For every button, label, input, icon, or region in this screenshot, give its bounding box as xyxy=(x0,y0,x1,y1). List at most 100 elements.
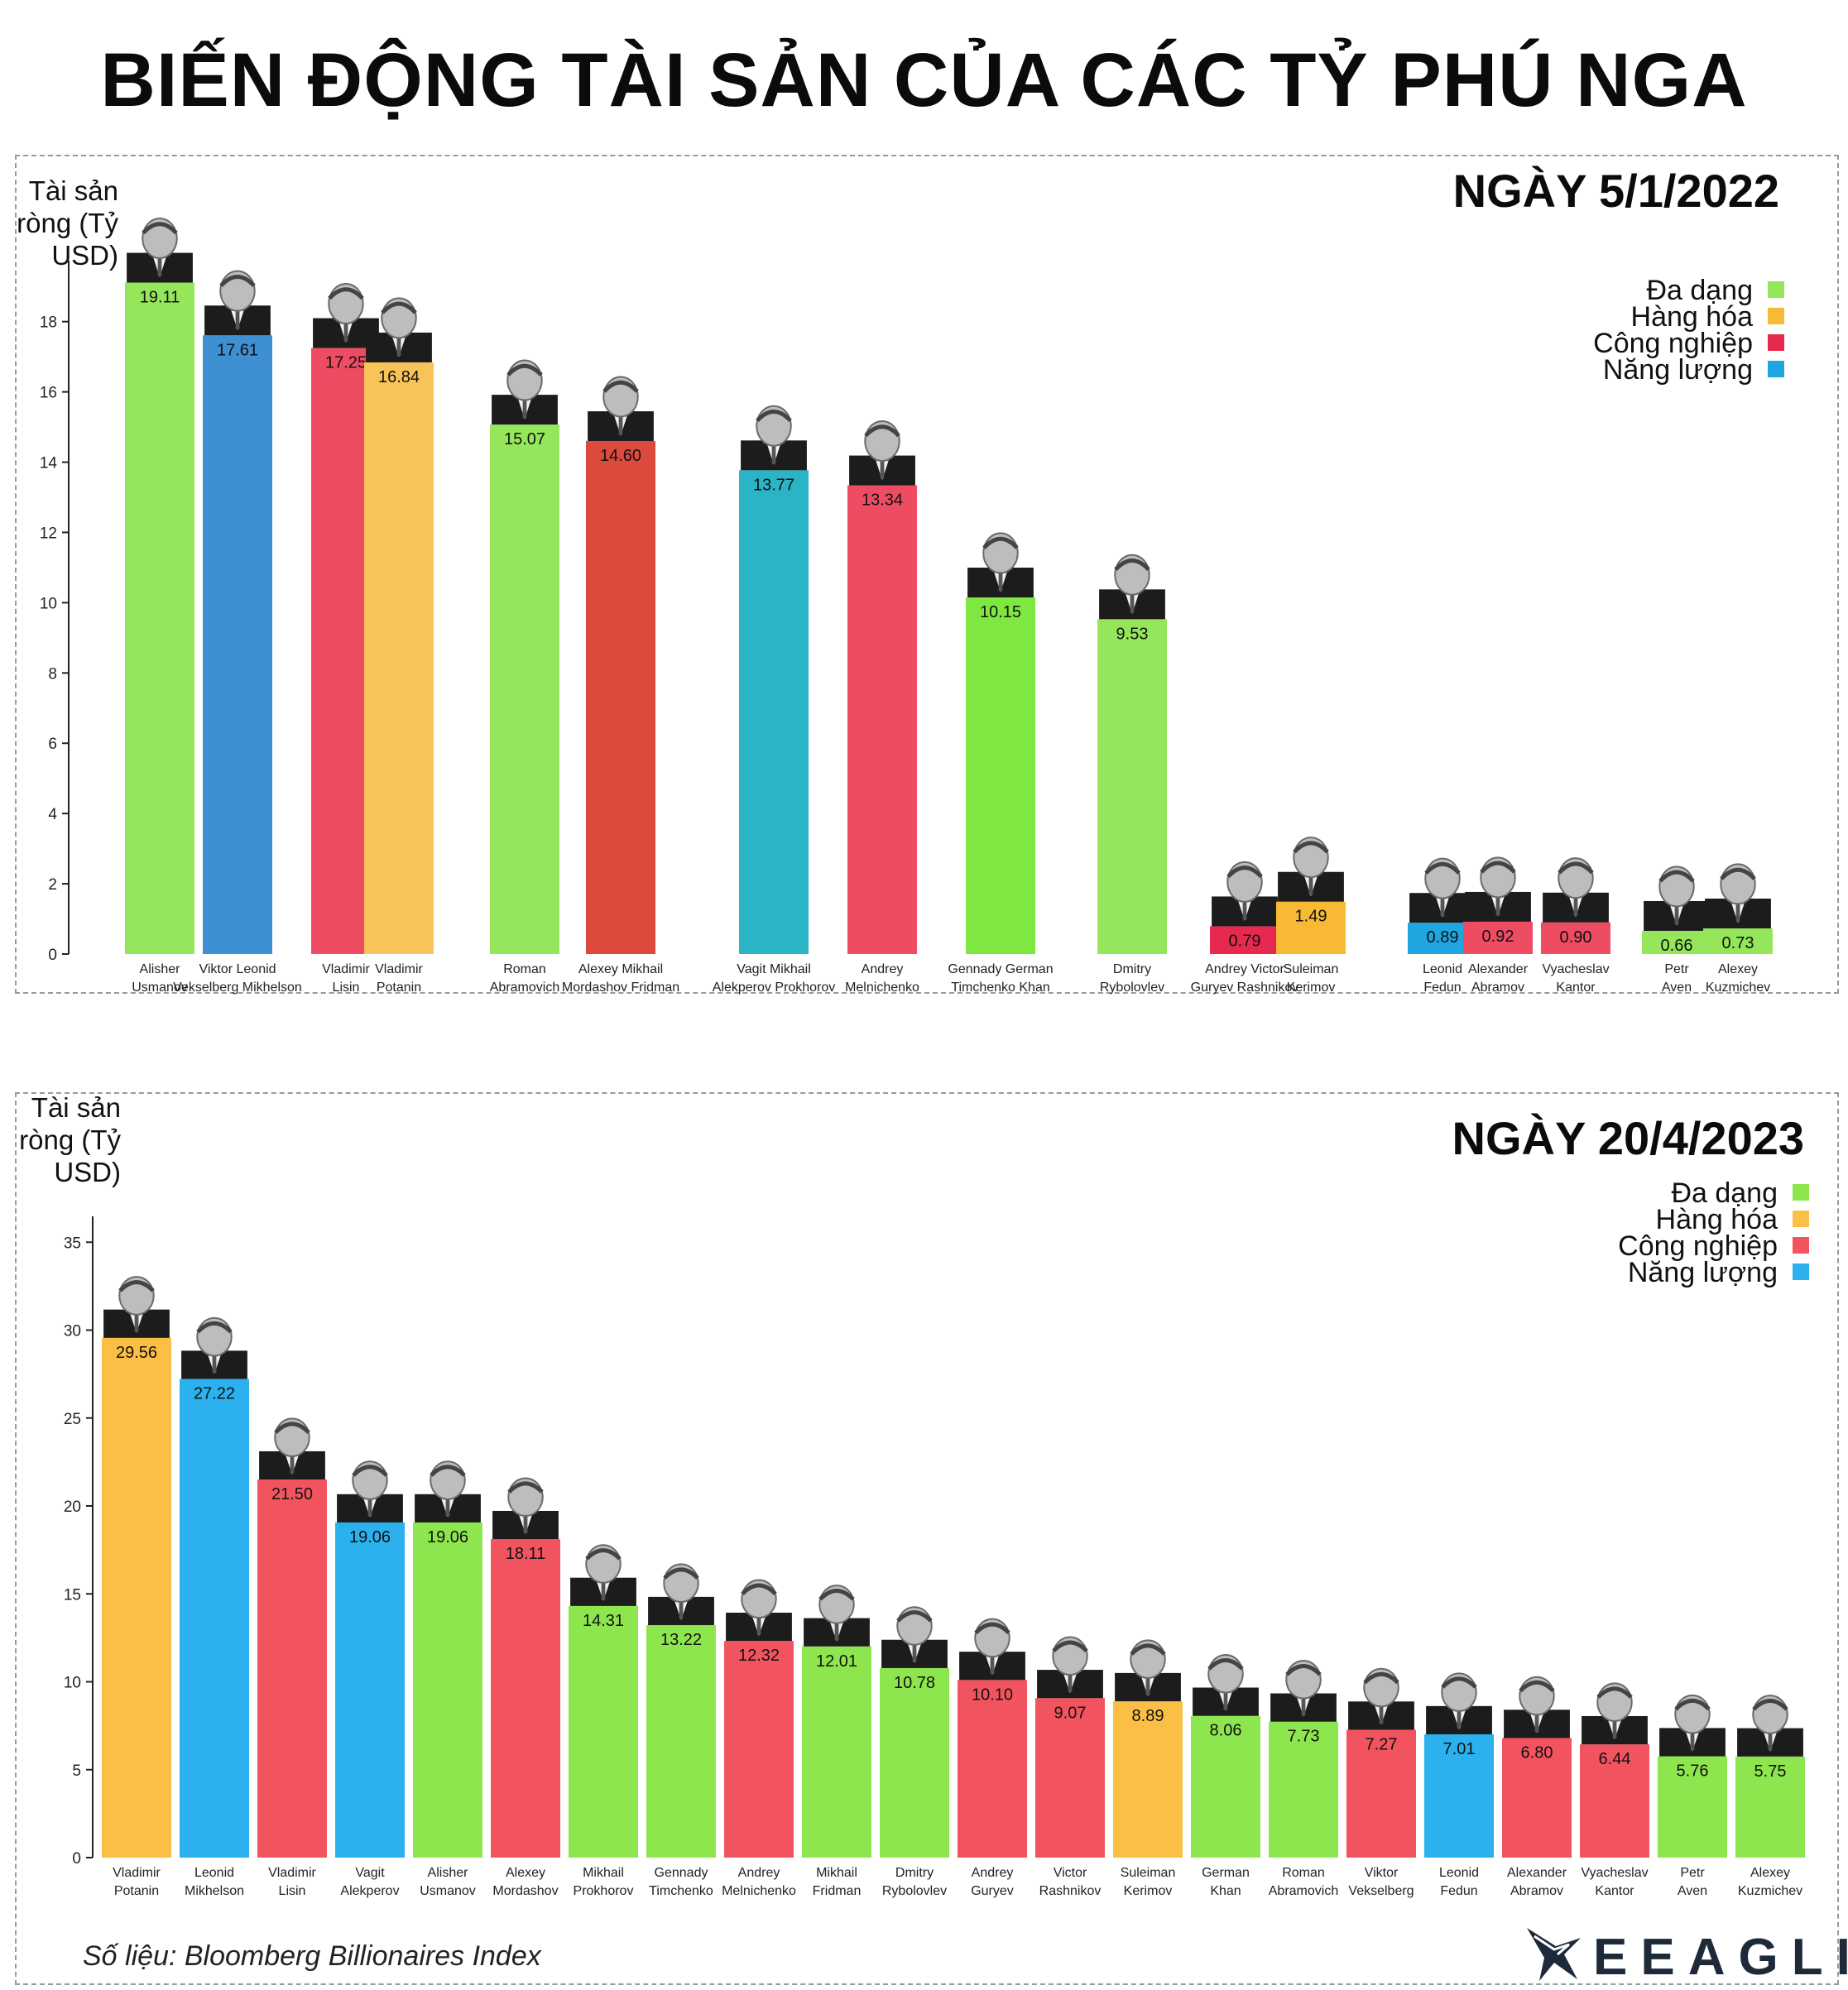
y-tick-label: 6 xyxy=(48,736,57,753)
portrait-hair xyxy=(219,274,256,288)
x-tick-label-roman-abramovich: Roman xyxy=(503,962,546,976)
portrait-tie xyxy=(1440,896,1445,917)
x-tick-label-dmitry-rybolovlev: Rybolovlev xyxy=(1100,981,1164,995)
portrait-photo-vladimir-potanin xyxy=(366,297,432,362)
bar-value-label-petr-aven: 0.66 xyxy=(1661,937,1693,955)
x-tick-label-dmitry-rybolovlev: Rybolovlev xyxy=(882,1884,947,1898)
x-tick-label-roman-abramovich: Abramovich xyxy=(1269,1884,1338,1898)
bar-value-label-alexander-abramov: 0.92 xyxy=(1482,928,1514,946)
legend-swatch-da-dang xyxy=(1768,281,1784,298)
x-tick-label-andrey-guryev: Andrey xyxy=(972,1866,1014,1880)
portrait-hair xyxy=(818,1589,855,1601)
source-note: Số liệu: Bloomberg Billionaires Index xyxy=(83,1940,541,1972)
bar-vyacheslav-kantor xyxy=(1541,922,1610,954)
portrait-tie xyxy=(1308,875,1313,895)
bar-value-label-gennady-timchenko: 13.22 xyxy=(660,1631,702,1649)
portrait-tie xyxy=(1068,1672,1073,1692)
portrait-hair xyxy=(381,301,417,314)
x-tick-label-leonid-fedun: Fedun xyxy=(1423,981,1461,995)
legend-swatch-da-dang xyxy=(1793,1184,1809,1201)
bar-value-label-vyacheslav-kantor: 6.44 xyxy=(1599,1750,1631,1768)
portrait-photo-alisher-usmanov xyxy=(415,1460,481,1522)
y-tick-label: 15 xyxy=(64,1586,81,1604)
x-tick-label-victor-rashnikov: Victor xyxy=(1054,1866,1087,1880)
brand-logo: EEAGLI xyxy=(1523,1920,1848,1986)
bar-alisher-usmanov xyxy=(125,282,194,954)
portrait-tie xyxy=(679,1599,684,1619)
portrait-tie xyxy=(396,335,401,356)
portrait-photo-andrey-guryev xyxy=(959,1618,1025,1681)
y-axis-label: Tài sản ròng (Tỷ USD) xyxy=(19,1092,121,1187)
bar-value-label-vagit-alekperov: 19.06 xyxy=(349,1528,391,1546)
portrait-hair xyxy=(1114,559,1150,572)
portrait-tie xyxy=(1145,1676,1150,1695)
portrait-hair xyxy=(196,1321,233,1334)
portrait-tie xyxy=(1690,1731,1695,1750)
bar-andrey-melnichenko xyxy=(847,485,917,954)
portrait-tie xyxy=(1768,1731,1773,1751)
x-tick-label-vagit-alekperov: Alekperov xyxy=(340,1884,399,1898)
bar-value-label-viktor-vekselberg-leonid-mikhelson: 17.61 xyxy=(217,341,258,359)
portrait-tie xyxy=(1573,895,1578,916)
legend-swatch-nang-luong xyxy=(1793,1264,1809,1280)
legend-label-nang-luong: Năng lượng xyxy=(1628,1257,1778,1288)
portrait-hair xyxy=(1752,1699,1788,1711)
x-tick-label-victor-rashnikov: Rashnikov xyxy=(1039,1884,1102,1898)
portrait-hair xyxy=(506,363,543,376)
bar-value-label-alisher-usmanov: 19.06 xyxy=(427,1528,468,1546)
x-tick-label-roman-abramovich: Abramovich xyxy=(490,981,559,995)
portrait-photo-leonid-fedun xyxy=(1426,1672,1492,1735)
x-tick-label-vagit-alekperov: Vagit xyxy=(355,1866,385,1880)
x-tick-label-gennady-timchenko: Timchenko xyxy=(649,1884,713,1898)
x-tick-label-alexey-mordashov-mikhail-fridman: Alexey Mikhail xyxy=(578,962,663,976)
legend-swatch-hang-hoa xyxy=(1793,1211,1809,1227)
x-tick-label-viktor-vekselberg-leonid-mikhelson: Vekselberg Mikhelson xyxy=(173,981,302,995)
portrait-tie xyxy=(367,1497,372,1517)
portrait-photo-vladimir-lisin xyxy=(259,1417,325,1480)
portrait-photo-alexey-mordashov xyxy=(492,1477,559,1540)
portrait-tie xyxy=(1223,1690,1228,1710)
portrait-photo-viktor-vekselberg-leonid-mikhelson xyxy=(204,270,271,336)
portrait-tie xyxy=(601,1580,606,1600)
bar-dmitry-rybolovlev xyxy=(880,1667,949,1858)
portrait-photo-alexander-abramov xyxy=(1465,856,1531,922)
bar-value-label-dmitry-rybolovlev: 10.78 xyxy=(894,1674,935,1692)
y-tick-label: 16 xyxy=(40,385,57,402)
portrait-hair xyxy=(1424,861,1461,875)
bar-value-label-alexey-mordashov: 18.11 xyxy=(506,1545,546,1563)
portrait-tie xyxy=(1674,904,1679,924)
bar-roman-abramovich xyxy=(490,424,559,954)
portrait-tie xyxy=(157,256,162,276)
logo-text: EEAGLI xyxy=(1593,1929,1848,1986)
bar-viktor-vekselberg-leonid-mikhelson xyxy=(203,335,272,954)
portrait-hair xyxy=(1674,1698,1711,1711)
x-tick-label-suleiman-kerimov: Suleiman xyxy=(1284,962,1339,976)
portrait-tie xyxy=(522,398,527,419)
panel-2023-frame xyxy=(15,1092,1839,1985)
y-tick-label: 4 xyxy=(48,806,57,823)
portrait-hair xyxy=(352,1465,388,1477)
portrait-tie xyxy=(618,415,623,435)
bar-value-label-vladimir-lisin: 21.50 xyxy=(271,1485,313,1503)
x-tick-label-leonid-fedun: Fedun xyxy=(1440,1884,1477,1898)
x-tick-label-mikhail-fridman: Fridman xyxy=(813,1884,862,1898)
x-tick-label-gennady-timchenko-german-khan: Timchenko Khan xyxy=(951,981,1049,995)
portrait-hair xyxy=(1558,861,1594,875)
bar-value-label-alexander-abramov: 6.80 xyxy=(1521,1744,1553,1762)
x-tick-label-dmitry-rybolovlev: Dmitry xyxy=(895,1866,934,1880)
portrait-tie xyxy=(1495,894,1500,915)
x-tick-label-gennady-timchenko-german-khan: Gennady German xyxy=(948,962,1053,976)
portrait-hair xyxy=(1441,1676,1477,1689)
bar-value-label-vagit-alekperov-mikhail-prokhorov: 13.77 xyxy=(753,476,794,494)
y-tick-label: 20 xyxy=(64,1498,81,1516)
portrait-hair xyxy=(1293,841,1329,854)
bar-value-label-mikhail-fridman: 12.01 xyxy=(816,1652,857,1671)
portrait-hair xyxy=(142,222,178,235)
x-tick-label-vladimir-lisin: Vladimir xyxy=(268,1866,316,1880)
bar-dmitry-rybolovlev xyxy=(1097,619,1167,954)
x-tick-label-viktor-vekselberg-leonid-mikhelson: Viktor Leonid xyxy=(199,962,276,976)
bar-value-label-vladimir-potanin: 29.56 xyxy=(116,1344,157,1362)
x-tick-label-suleiman-kerimov: Suleiman xyxy=(1121,1866,1176,1880)
portrait-photo-german-khan xyxy=(1193,1654,1259,1716)
portrait-photo-vladimir-potanin xyxy=(103,1276,170,1338)
